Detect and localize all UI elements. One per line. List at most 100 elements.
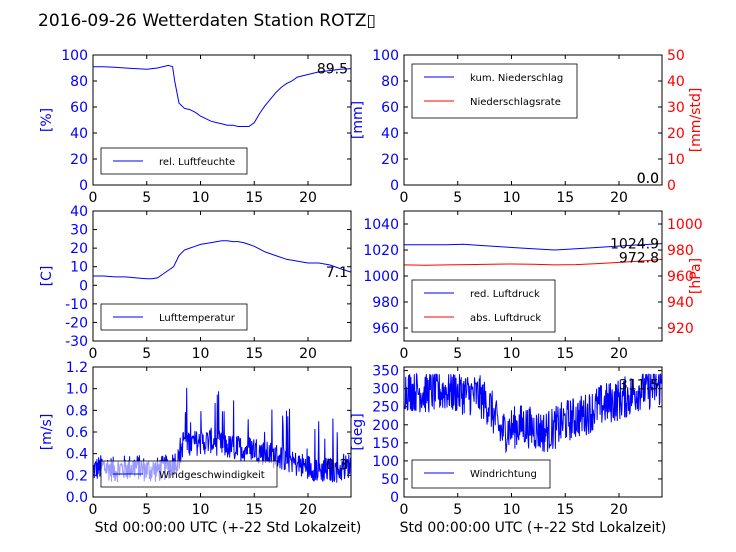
y2-tick-label: 10: [667, 152, 685, 168]
y-axis-label: [mm]: [350, 101, 366, 139]
x-tick-label: 10: [503, 502, 521, 518]
y2-tick-label: 50: [667, 48, 685, 64]
y-tick-label: 20: [381, 152, 399, 168]
y-tick-label: 350: [372, 364, 399, 380]
y-tick-label: 250: [372, 400, 399, 416]
y2-tick-label: 40: [667, 74, 685, 90]
last-value-label: 7.1: [326, 265, 348, 281]
x-tick-label: 5: [453, 190, 462, 206]
x-tick-label: 5: [142, 190, 151, 206]
axes-frame: [92, 366, 352, 498]
x-tick-label: 10: [503, 190, 521, 206]
series-line-pressure-0: [404, 243, 663, 251]
y-tick-label: 100: [372, 454, 399, 470]
y-axis-label: [m/s]: [39, 414, 55, 451]
x-tick-label: 15: [556, 502, 574, 518]
y-tick-label: 100: [372, 48, 399, 64]
axes-frame: [403, 366, 663, 498]
last-value-label: 89.5: [317, 62, 348, 78]
axes-frame: [92, 54, 352, 186]
last-value-label-2: 0.0: [637, 171, 659, 187]
x-tick-label: 10: [192, 502, 210, 518]
x-tick-label: 20: [610, 346, 628, 362]
y-tick-label: 0.8: [66, 403, 88, 419]
y-tick-label: 0: [390, 490, 399, 506]
y2-axis-label: [hPa]: [688, 258, 704, 294]
legend-label: rel. Luftfeuchte: [159, 157, 235, 168]
legend-label: kum. Niederschlag: [470, 73, 563, 84]
y-axis-label: [deg]: [350, 413, 366, 450]
x-tick-label: 15: [245, 346, 263, 362]
y-tick-label: 0: [79, 178, 88, 194]
series-line-pressure-1: [403, 258, 663, 266]
last-value-label: 1024.9: [610, 237, 659, 253]
legend-label: red. Luftdruck: [470, 289, 540, 300]
legend-box: [411, 63, 578, 119]
x-tick-label: 20: [610, 190, 628, 206]
x-tick-label: 20: [610, 502, 628, 518]
y-tick-label: 0: [390, 178, 399, 194]
y-tick-label: 1.0: [66, 382, 88, 398]
x-tick-label: 0: [400, 190, 409, 206]
x-tick-label: 20: [299, 502, 317, 518]
y2-tick-label: 940: [667, 295, 694, 311]
legend-label: Lufttemperatur: [159, 313, 236, 324]
x-tick-label: 0: [89, 190, 98, 206]
y-tick-label: 0.0: [66, 490, 88, 506]
x-tick-label: 5: [453, 346, 462, 362]
y-tick-label: 960: [372, 321, 399, 337]
y2-tick-label: 0: [667, 178, 676, 194]
x-tick-label: 5: [142, 346, 151, 362]
y-tick-label: 30: [70, 223, 88, 239]
series-line-wind_direction-0: [403, 372, 663, 454]
y2-tick-label: 20: [667, 126, 685, 142]
y-tick-label: 300: [372, 382, 399, 398]
figure-title: 2016-09-26 Wetterdaten Station ROTZ▯: [38, 11, 376, 31]
xlabel-right: Std 00:00:00 UTC (+-22 Std Lokalzeit): [400, 520, 667, 536]
last-value-label: 0.3: [326, 458, 348, 474]
y-tick-label: 1.2: [66, 360, 88, 376]
y2-tick-label: 1000: [667, 217, 703, 233]
xlabel-left: Std 00:00:00 UTC (+-22 Std Lokalzeit): [95, 520, 362, 536]
legend-label: Niederschlagsrate: [470, 97, 561, 108]
x-tick-label: 15: [556, 190, 574, 206]
y2-tick-label: 920: [667, 321, 694, 337]
x-tick-label: 20: [299, 346, 317, 362]
y-tick-label: 0.6: [66, 425, 88, 441]
y2-tick-label: 980: [667, 243, 694, 259]
y2-axis-label: [mm/std]: [688, 88, 704, 153]
y-tick-label: 60: [381, 100, 399, 116]
y-tick-label: 100: [61, 48, 88, 64]
y-tick-label: -10: [65, 297, 88, 313]
series-line-temperature-0: [93, 240, 352, 280]
y-tick-label: 80: [381, 74, 399, 90]
y-tick-label: 80: [70, 74, 88, 90]
y-tick-label: 60: [70, 100, 88, 116]
x-tick-label: 5: [142, 502, 151, 518]
y-tick-label: 1000: [363, 269, 399, 285]
x-tick-label: 0: [89, 346, 98, 362]
x-tick-label: 10: [192, 190, 210, 206]
x-tick-label: 0: [400, 346, 409, 362]
y2-tick-label: 960: [667, 269, 694, 285]
y-tick-label: 40: [70, 204, 88, 220]
y-tick-label: 200: [372, 418, 399, 434]
x-tick-label: 0: [400, 502, 409, 518]
x-tick-label: 10: [192, 346, 210, 362]
last-value-label-2: 972.8: [619, 250, 659, 266]
x-tick-label: 10: [503, 346, 521, 362]
last-value-label: 0.0: [637, 171, 659, 187]
y-tick-label: 0.2: [66, 468, 88, 484]
y-axis-label: [%]: [39, 108, 55, 132]
y-tick-label: 1040: [363, 217, 399, 233]
x-tick-label: 0: [89, 502, 98, 518]
y-tick-label: 40: [70, 126, 88, 142]
legend-label: abs. Luftdruck: [470, 313, 541, 324]
y-tick-label: 40: [381, 126, 399, 142]
axes-frame: [403, 210, 663, 342]
last-value-label: 311.5: [619, 378, 659, 394]
x-tick-label: 15: [556, 346, 574, 362]
legend-label: Windgeschwindigkeit: [159, 470, 265, 481]
y-tick-label: 980: [372, 295, 399, 311]
